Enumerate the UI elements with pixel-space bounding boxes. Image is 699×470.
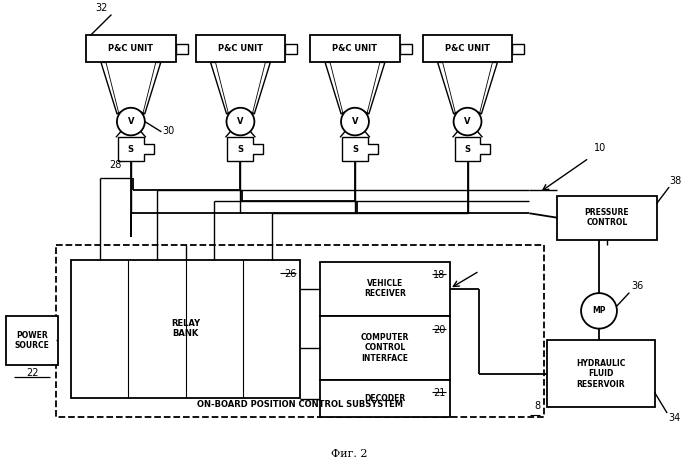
Text: P&C UNIT: P&C UNIT (333, 44, 377, 53)
Text: V: V (464, 117, 471, 126)
Text: 20: 20 (433, 325, 446, 335)
Text: DECODER: DECODER (364, 394, 405, 403)
Text: COMPUTER
CONTROL
INTERFACE: COMPUTER CONTROL INTERFACE (361, 333, 409, 363)
Circle shape (117, 108, 145, 135)
Polygon shape (454, 137, 491, 161)
Polygon shape (227, 137, 264, 161)
Text: 32: 32 (96, 3, 108, 13)
Bar (320, 380, 449, 417)
Text: 18: 18 (433, 270, 446, 281)
Text: 36: 36 (631, 281, 643, 291)
Bar (6, 316, 58, 365)
Bar (310, 35, 400, 63)
Polygon shape (330, 63, 380, 114)
Text: ON-BOARD POSITION CONTROL SUBSYSTEM: ON-BOARD POSITION CONTROL SUBSYSTEM (197, 400, 403, 409)
Circle shape (454, 108, 482, 135)
Text: 26: 26 (284, 269, 296, 280)
Bar (285, 44, 297, 54)
Polygon shape (342, 137, 378, 161)
Polygon shape (118, 137, 154, 161)
Circle shape (341, 108, 369, 135)
Text: Фиг. 2: Фиг. 2 (331, 449, 368, 459)
Bar (557, 196, 657, 240)
Text: 38: 38 (670, 176, 682, 186)
Text: 34: 34 (669, 414, 681, 423)
Text: S: S (238, 145, 243, 154)
Text: S: S (465, 145, 470, 154)
Text: VEHICLE
RECEIVER: VEHICLE RECEIVER (364, 279, 406, 298)
Text: POWER
SOURCE: POWER SOURCE (15, 331, 50, 350)
Text: 10: 10 (594, 143, 606, 153)
Bar (175, 44, 187, 54)
Polygon shape (215, 63, 266, 114)
Bar (196, 35, 285, 63)
Circle shape (581, 293, 617, 329)
Text: S: S (352, 145, 358, 154)
Polygon shape (101, 63, 161, 114)
Text: HYDRAULIC
FLUID
RESERVOIR: HYDRAULIC FLUID RESERVOIR (576, 359, 626, 389)
Polygon shape (325, 63, 385, 114)
Bar (86, 35, 175, 63)
Text: S: S (128, 145, 134, 154)
Bar (320, 316, 449, 380)
Polygon shape (106, 63, 156, 114)
Polygon shape (438, 63, 498, 114)
Text: 28: 28 (109, 160, 122, 170)
Bar (320, 262, 449, 316)
Polygon shape (210, 63, 271, 114)
Text: P&C UNIT: P&C UNIT (218, 44, 263, 53)
Text: 30: 30 (163, 126, 175, 136)
Bar (512, 44, 524, 54)
Text: V: V (352, 117, 358, 126)
Bar (56, 245, 545, 417)
Text: V: V (128, 117, 134, 126)
Text: 8: 8 (534, 401, 540, 411)
Text: PRESSURE
CONTROL: PRESSURE CONTROL (584, 208, 629, 227)
Bar (423, 35, 512, 63)
Text: MP: MP (592, 306, 606, 315)
Text: V: V (237, 117, 244, 126)
Text: RELAY
BANK: RELAY BANK (171, 319, 200, 338)
Bar (71, 259, 300, 398)
Bar (400, 44, 412, 54)
Text: 22: 22 (26, 368, 38, 378)
Bar (547, 340, 655, 407)
Text: P&C UNIT: P&C UNIT (445, 44, 490, 53)
Polygon shape (442, 63, 492, 114)
Text: P&C UNIT: P&C UNIT (108, 44, 153, 53)
Circle shape (226, 108, 254, 135)
Text: 21: 21 (433, 388, 446, 398)
